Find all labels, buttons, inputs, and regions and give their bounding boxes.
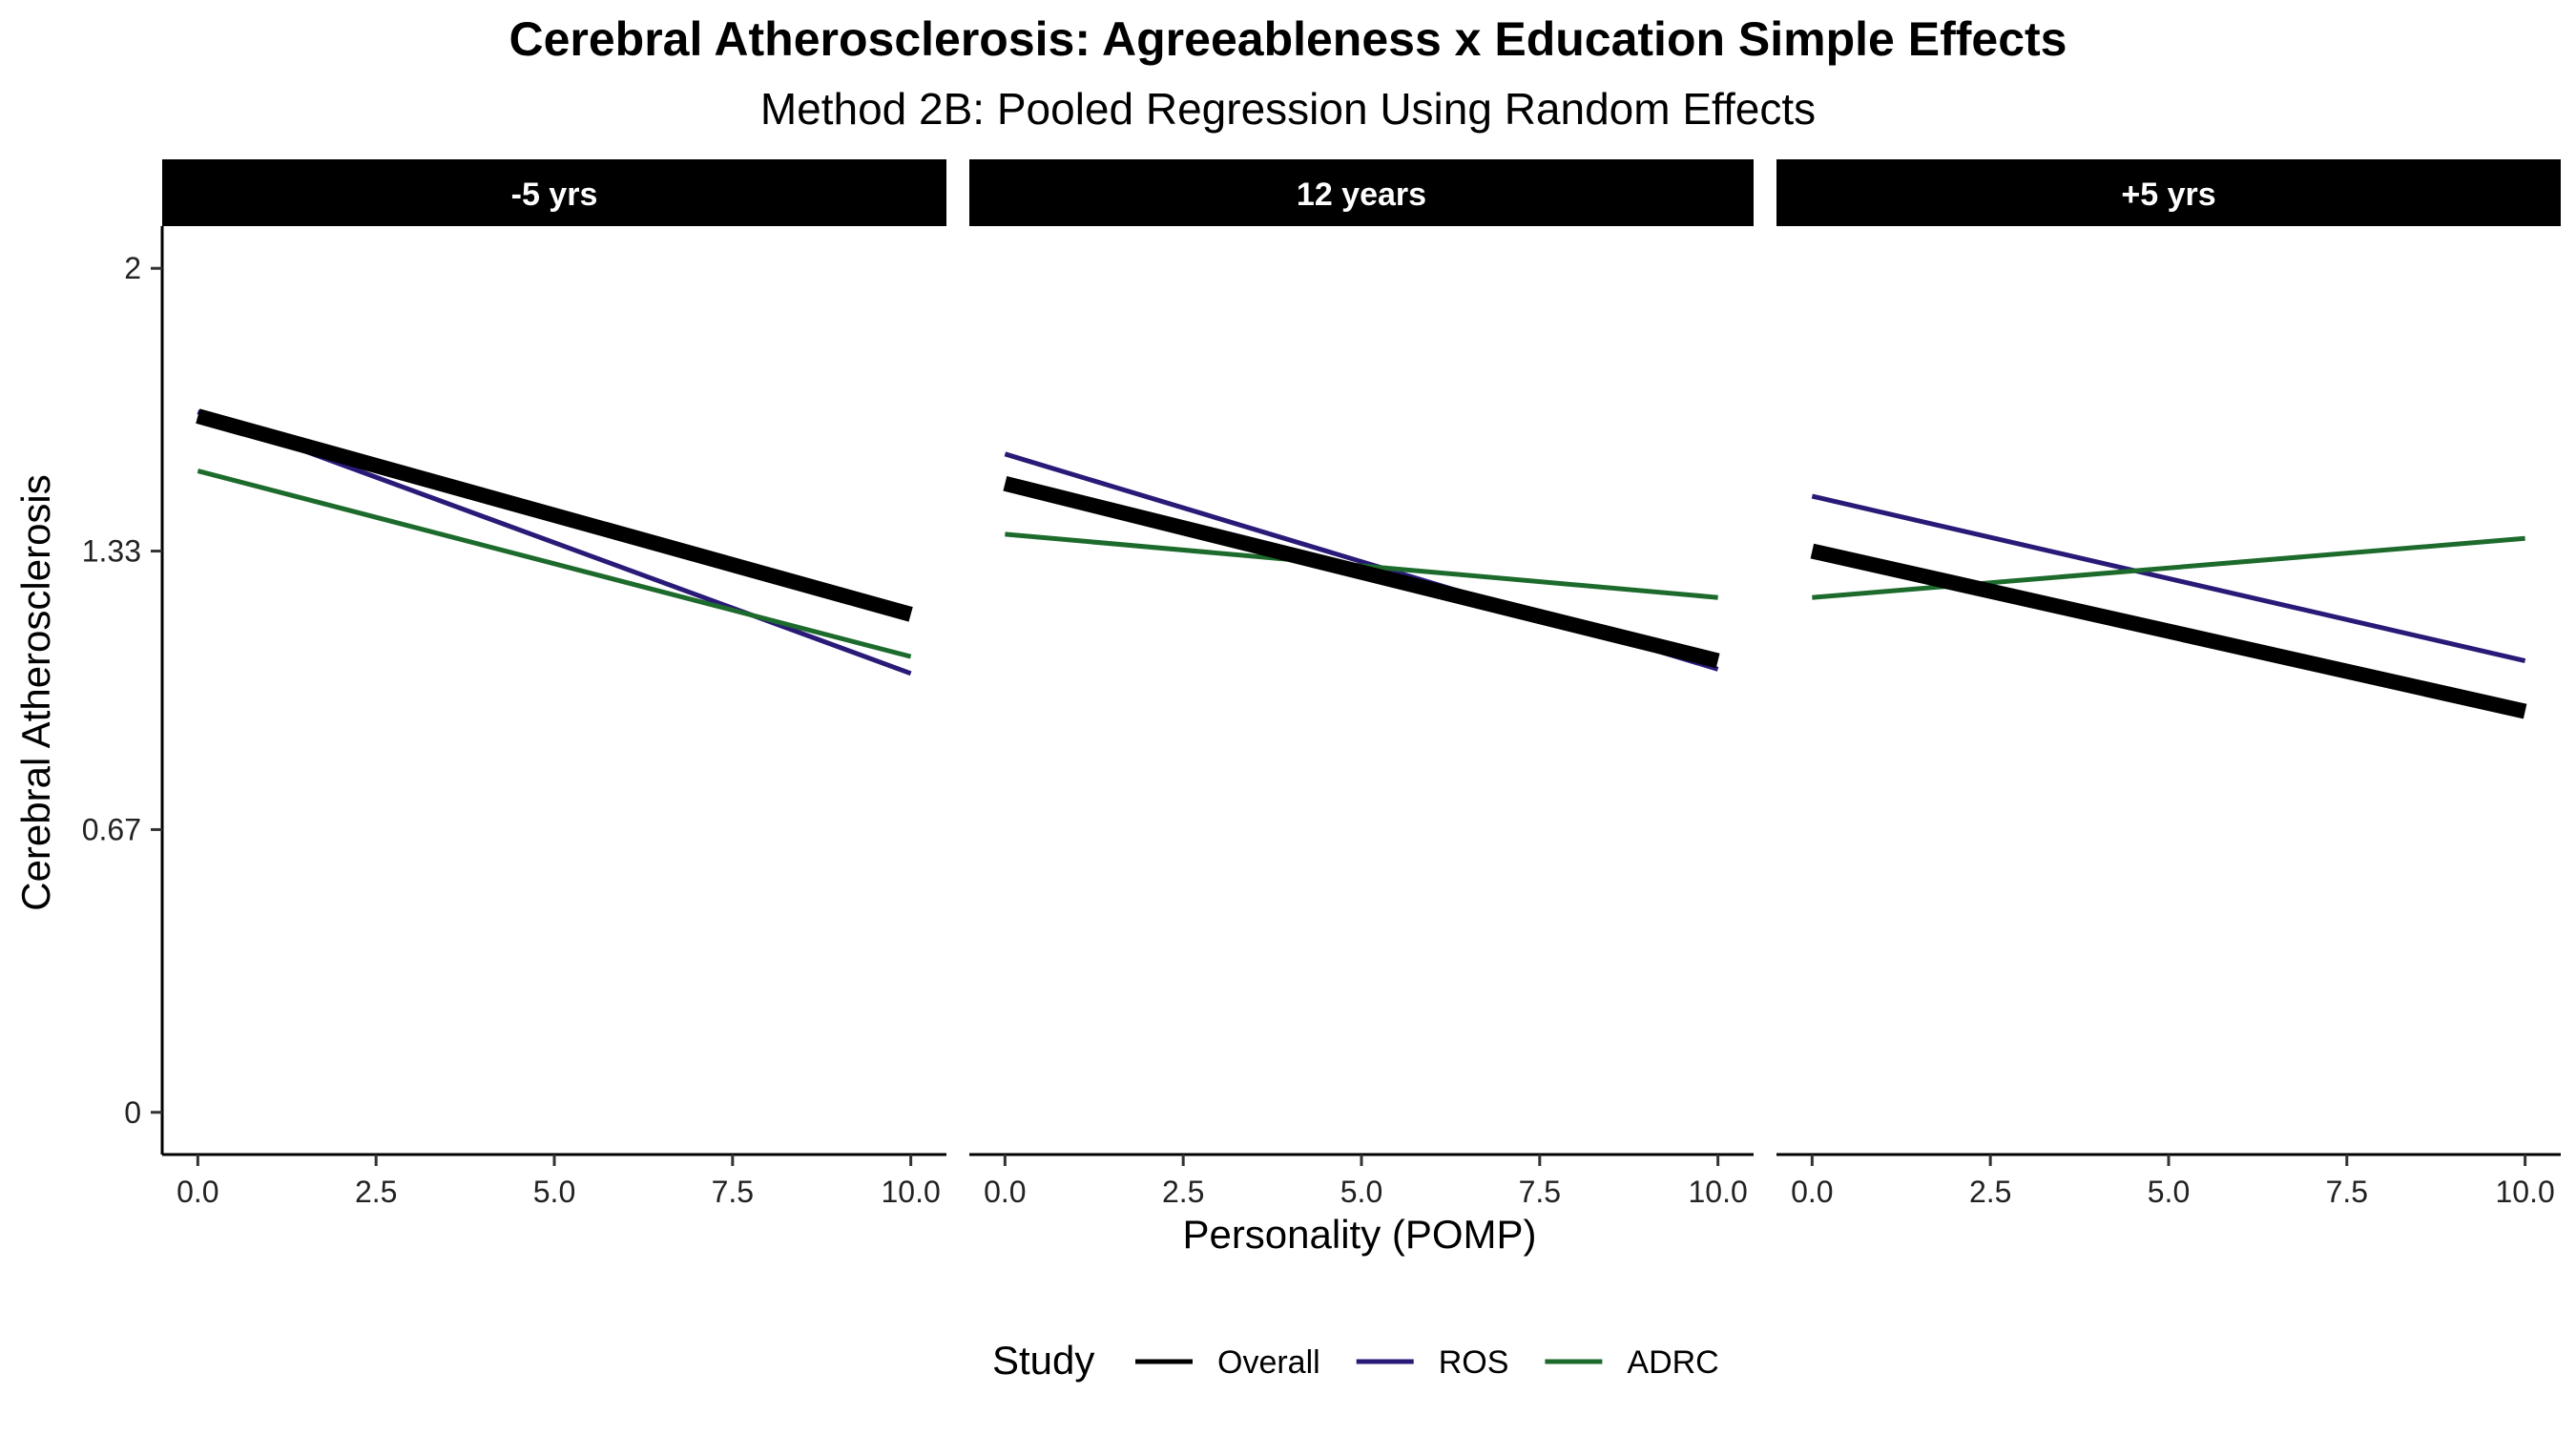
- y-tick-label: 0: [124, 1095, 141, 1130]
- x-tick-label: 2.5: [355, 1175, 397, 1209]
- y-tick-label: 2: [124, 251, 141, 285]
- series-line-adrc: [1812, 535, 2525, 600]
- x-tick-label: 7.5: [2326, 1175, 2368, 1209]
- series-line-adrc: [197, 468, 912, 659]
- x-tick-label: 5.0: [2148, 1175, 2190, 1209]
- x-tick-label: 7.5: [712, 1175, 754, 1209]
- x-tick-label: 10.0: [1688, 1175, 1747, 1209]
- facet-strip: [1776, 159, 2561, 226]
- legend-label-overall: Overall: [1217, 1344, 1320, 1381]
- legend-label-adrc: ADRC: [1627, 1344, 1718, 1381]
- y-axis-title: Cerebral Atherosclerosis: [13, 474, 58, 911]
- legend-label-ros: ROS: [1439, 1344, 1509, 1381]
- series-line-overall: [196, 408, 913, 622]
- series-line-overall: [1810, 543, 2527, 719]
- x-tick-label: 0.0: [984, 1175, 1026, 1209]
- chart-subtitle: Method 2B: Pooled Regression Using Rando…: [760, 84, 1816, 134]
- x-tick-label: 5.0: [1340, 1175, 1382, 1209]
- facet-strip-label: -5 yrs: [511, 177, 598, 213]
- y-tick-label: 1.33: [82, 534, 141, 569]
- x-axis-title: Personality (POMP): [1182, 1212, 1536, 1257]
- facet-strip-label: +5 yrs: [2121, 177, 2215, 213]
- x-tick-label: 7.5: [1519, 1175, 1561, 1209]
- x-tick-label: 10.0: [881, 1175, 940, 1209]
- series-line-overall: [1003, 476, 1720, 669]
- facet-strip: [162, 159, 946, 226]
- facet-strip: [969, 159, 1754, 226]
- facet-strip-label: 12 years: [1297, 177, 1426, 213]
- series-line-ros: [1811, 493, 2526, 663]
- x-tick-label: 2.5: [1162, 1175, 1204, 1209]
- x-tick-label: 0.0: [1791, 1175, 1833, 1209]
- x-tick-label: 5.0: [533, 1175, 575, 1209]
- facet-panels: -5 yrs 0.0 2.5 5.0 7.5 10.0 0 0.67 1.33 2 12 years…: [82, 159, 2561, 1209]
- chart-title: Cerebral Atherosclerosis: Agreeableness …: [509, 12, 2067, 66]
- y-tick-label: 0.67: [82, 812, 141, 846]
- x-tick-label: 10.0: [2495, 1175, 2554, 1209]
- x-tick-label: 2.5: [1969, 1175, 2011, 1209]
- legend: Study Overall ROS ADRC: [992, 1338, 1719, 1383]
- legend-title: Study: [992, 1338, 1094, 1383]
- x-tick-label: 0.0: [177, 1175, 218, 1209]
